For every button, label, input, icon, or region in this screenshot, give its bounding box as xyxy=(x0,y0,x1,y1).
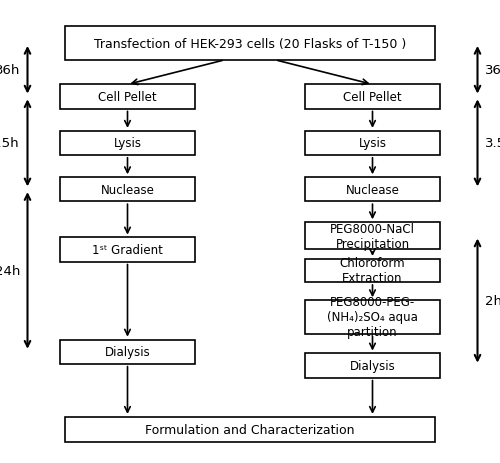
Text: 3.5h: 3.5h xyxy=(485,137,500,150)
FancyBboxPatch shape xyxy=(60,238,195,262)
FancyBboxPatch shape xyxy=(305,131,440,156)
Text: Dialysis: Dialysis xyxy=(350,359,396,372)
Text: Chloroform
Extraction: Chloroform Extraction xyxy=(340,257,406,285)
Text: Cell Pellet: Cell Pellet xyxy=(343,91,402,104)
FancyBboxPatch shape xyxy=(305,85,440,109)
Text: 3.5h: 3.5h xyxy=(0,137,20,150)
Text: Nuclease: Nuclease xyxy=(346,183,400,196)
Text: 1ˢᵗ Gradient: 1ˢᵗ Gradient xyxy=(92,244,163,257)
FancyBboxPatch shape xyxy=(305,354,440,378)
FancyBboxPatch shape xyxy=(60,178,195,202)
Text: 36h: 36h xyxy=(0,64,20,77)
Text: Nuclease: Nuclease xyxy=(100,183,154,196)
FancyBboxPatch shape xyxy=(60,340,195,364)
Text: 36h: 36h xyxy=(485,64,500,77)
FancyBboxPatch shape xyxy=(305,300,440,334)
Text: PEG8000-PEG-
(NH₄)₂SO₄ aqua
partition: PEG8000-PEG- (NH₄)₂SO₄ aqua partition xyxy=(327,296,418,338)
FancyBboxPatch shape xyxy=(60,131,195,156)
Text: 24h: 24h xyxy=(0,264,20,277)
FancyBboxPatch shape xyxy=(65,27,435,61)
FancyBboxPatch shape xyxy=(65,417,435,443)
Text: Transfection of HEK-293 cells (20 Flasks of T-150 ): Transfection of HEK-293 cells (20 Flasks… xyxy=(94,38,406,50)
FancyBboxPatch shape xyxy=(305,259,440,282)
FancyBboxPatch shape xyxy=(305,223,440,250)
FancyBboxPatch shape xyxy=(305,178,440,202)
FancyBboxPatch shape xyxy=(60,85,195,109)
Text: PEG8000-NaCl
Precipitation: PEG8000-NaCl Precipitation xyxy=(330,222,415,250)
Text: Lysis: Lysis xyxy=(114,137,141,150)
Text: 2h: 2h xyxy=(485,294,500,307)
Text: Formulation and Characterization: Formulation and Characterization xyxy=(145,423,355,436)
Text: Cell Pellet: Cell Pellet xyxy=(98,91,157,104)
Text: Lysis: Lysis xyxy=(358,137,386,150)
Text: Dialysis: Dialysis xyxy=(104,345,150,358)
